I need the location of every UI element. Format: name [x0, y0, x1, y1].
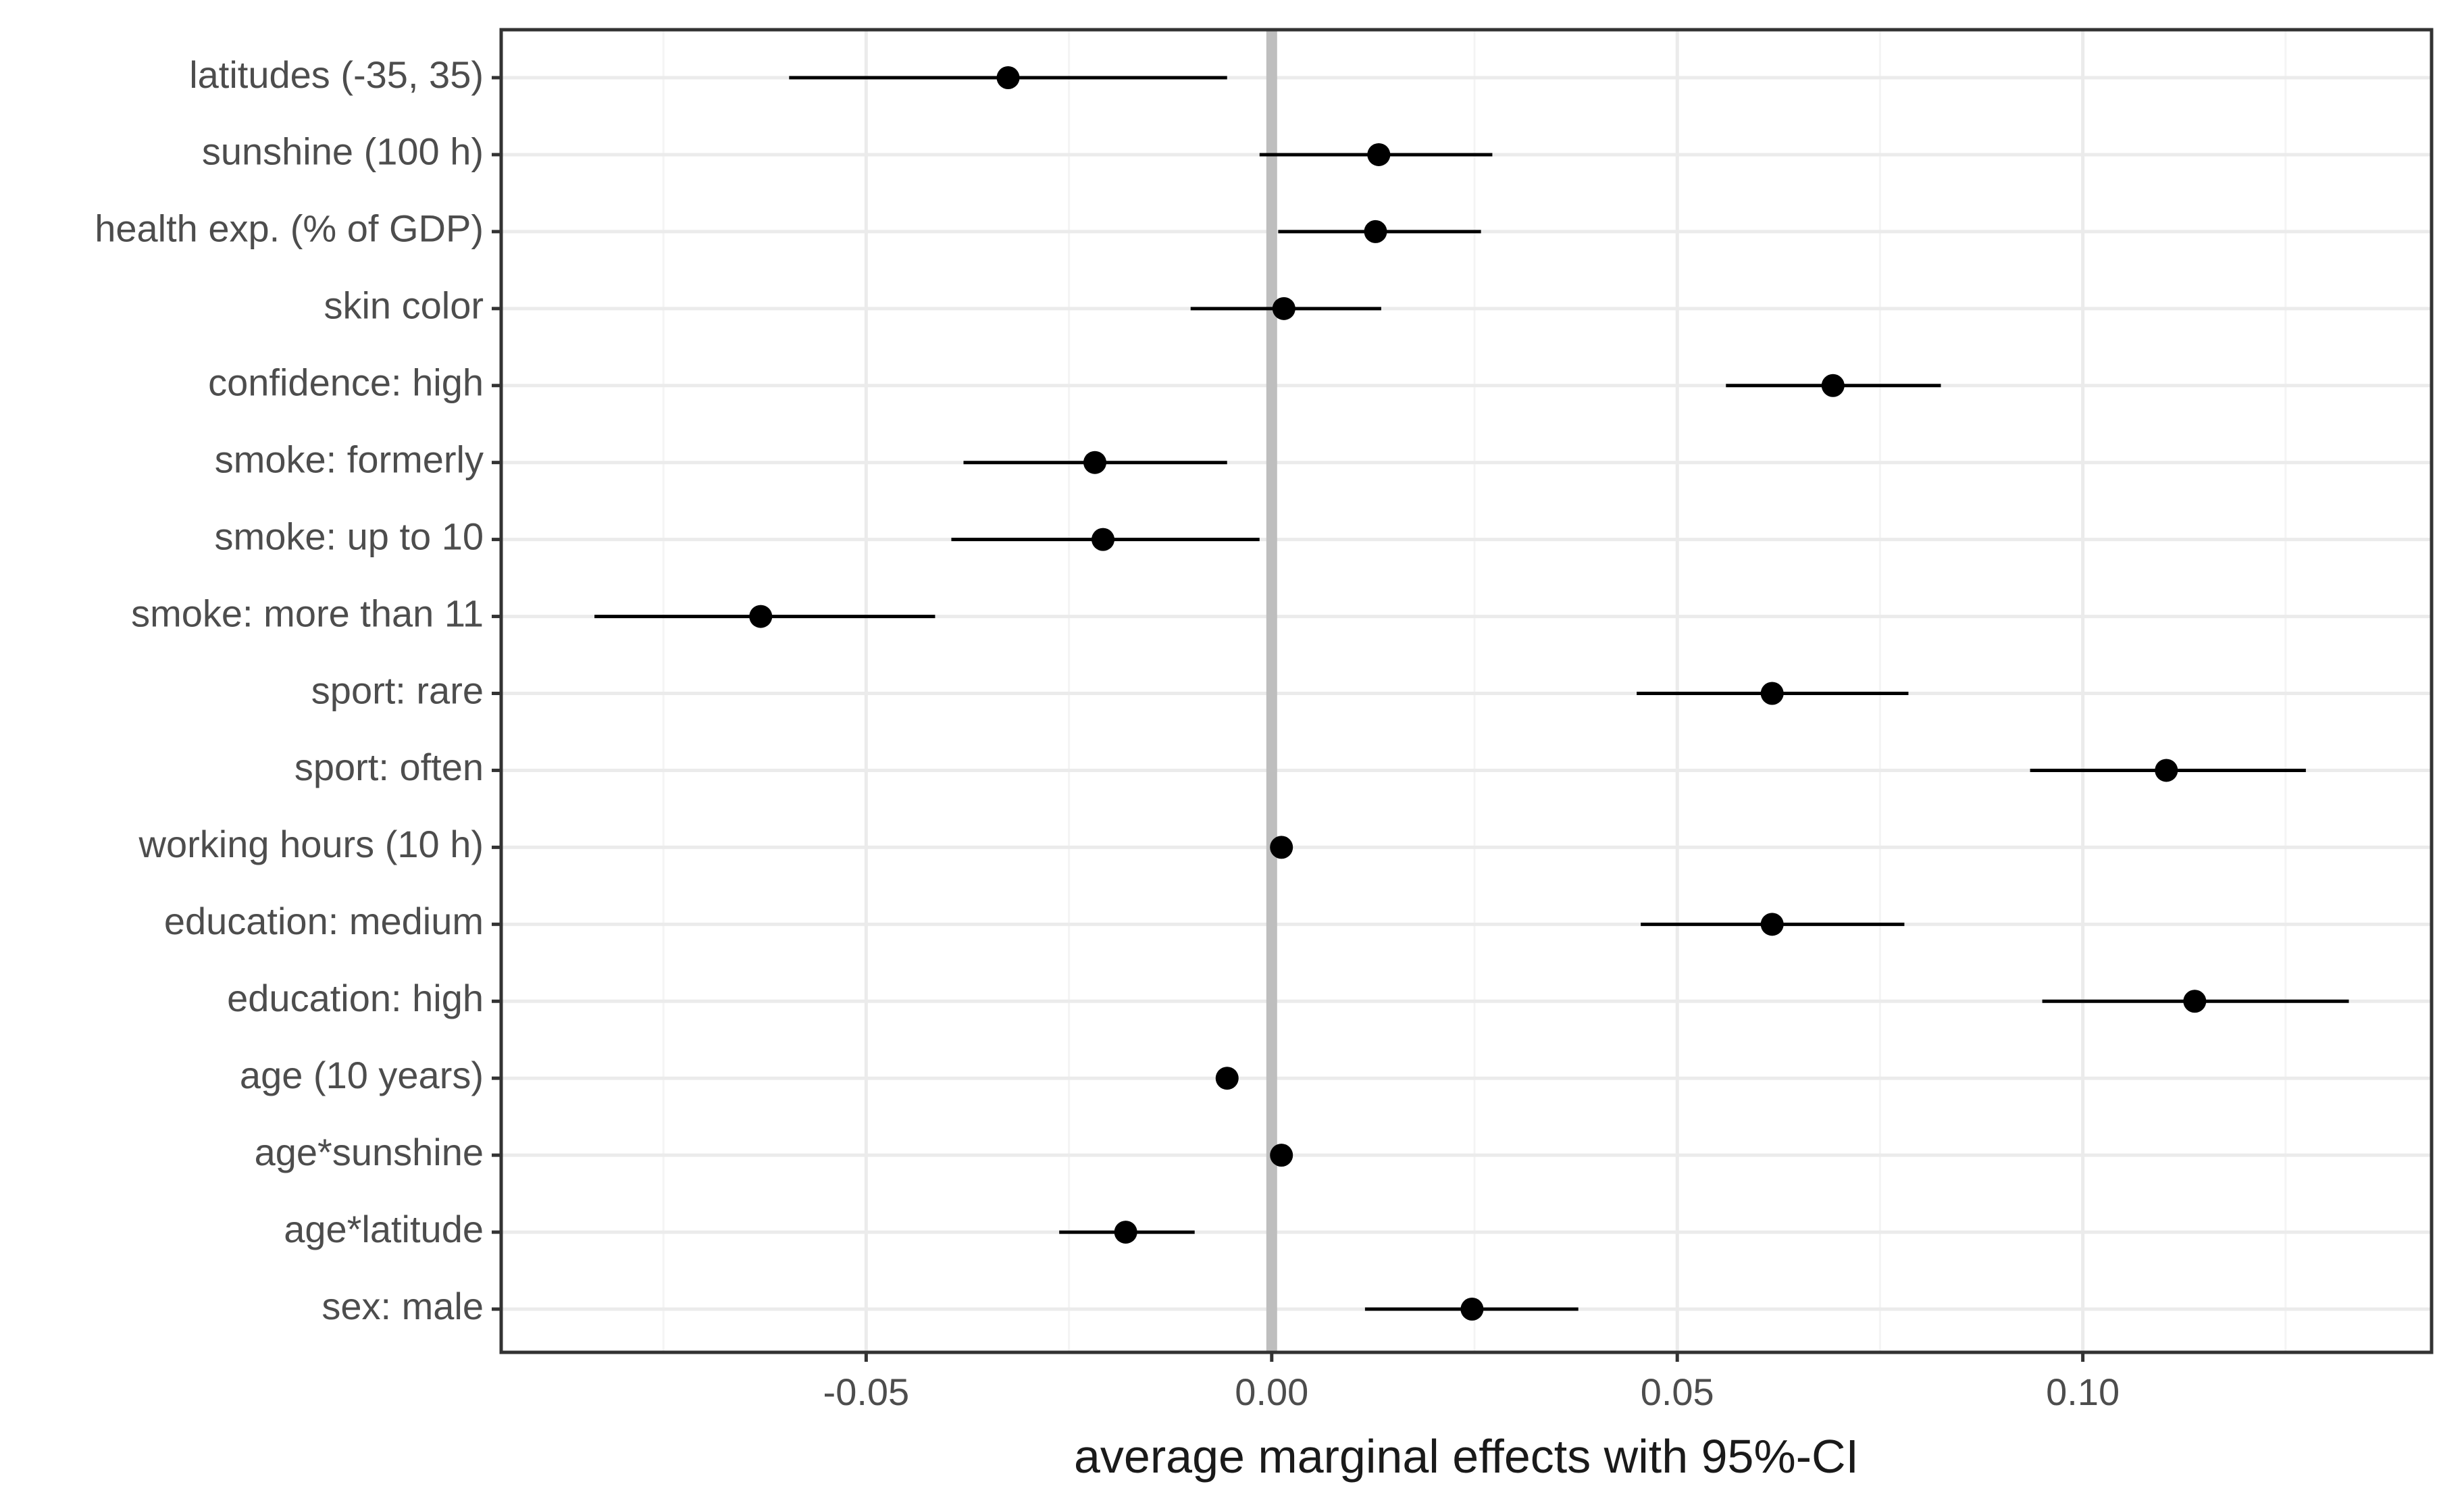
- y-tick-label: age (10 years): [240, 1054, 484, 1096]
- y-tick-label: skin color: [324, 284, 484, 327]
- y-tick-label: confidence: high: [208, 361, 484, 404]
- y-tick-label: smoke: formerly: [215, 438, 484, 480]
- y-tick-label: education: medium: [164, 900, 484, 942]
- panel-border-rect: [499, 28, 2434, 1354]
- x-tick-label: 0.05: [1641, 1371, 1714, 1413]
- point-estimate: [1215, 1067, 1239, 1090]
- point-estimate: [2155, 759, 2178, 782]
- y-tick-label: age*latitude: [284, 1208, 484, 1250]
- y-tick-label: smoke: up to 10: [215, 515, 484, 557]
- plot-panel-background: [501, 30, 2432, 1352]
- point-estimate: [1821, 374, 1845, 397]
- point-estimate: [2183, 990, 2207, 1013]
- y-tick-label: sport: rare: [311, 669, 484, 711]
- point-estimates: [749, 66, 2207, 1321]
- point-estimate: [1092, 528, 1115, 551]
- y-tick-label: sport: often: [294, 746, 484, 788]
- y-axis: latitudes (-35, 35) sunshine (100 h) healt…: [95, 53, 501, 1327]
- x-tick-label: 0.00: [1235, 1371, 1308, 1413]
- y-tick-label: smoke: more than 11: [131, 592, 484, 634]
- point-estimate: [1272, 297, 1295, 320]
- y-tick-label: age*sunshine: [255, 1131, 484, 1173]
- panel-background-rect: [501, 30, 2432, 1352]
- point-estimate: [1760, 682, 1784, 705]
- point-estimate: [1114, 1221, 1137, 1244]
- plot-panel-border: [499, 28, 2434, 1354]
- x-axis-title: average marginal effects with 95%-CI: [1074, 1430, 1859, 1483]
- x-tick-label: -0.05: [823, 1371, 910, 1413]
- point-estimate: [1367, 143, 1391, 166]
- y-tick-label: sunshine (100 h): [202, 130, 484, 173]
- x-axis: -0.05 0.00 0.05 0.10: [823, 1352, 2120, 1413]
- y-tick-label: working hours (10 h): [138, 823, 484, 865]
- point-estimate: [996, 66, 1020, 89]
- x-tick-label: 0.10: [2046, 1371, 2120, 1413]
- point-estimate: [1760, 913, 1784, 936]
- point-estimate: [1083, 451, 1107, 474]
- point-estimate: [749, 605, 773, 628]
- y-tick-label: education: high: [227, 977, 484, 1019]
- point-estimate: [1270, 836, 1293, 859]
- minor-gridlines: [662, 30, 2287, 1352]
- y-tick-label: latitudes (-35, 35): [189, 53, 484, 96]
- point-estimate: [1270, 1144, 1293, 1167]
- y-tick-label: sex: male: [322, 1285, 484, 1327]
- point-estimate: [1364, 220, 1387, 243]
- point-estimate: [1460, 1298, 1484, 1321]
- y-tick-label: health exp. (% of GDP): [95, 207, 484, 250]
